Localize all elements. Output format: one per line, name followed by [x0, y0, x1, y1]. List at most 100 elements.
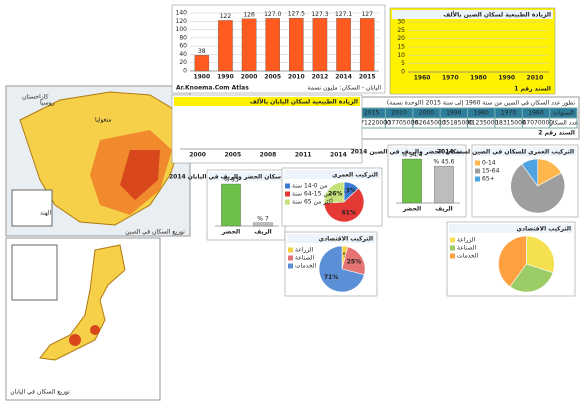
- y-tick-label: 20: [397, 35, 405, 42]
- legend-label: 65+: [482, 176, 495, 183]
- legend-swatch: [288, 247, 293, 253]
- table-cell-text: 1371220000: [353, 120, 391, 127]
- value-label: 127.5: [288, 11, 305, 18]
- bar: [241, 18, 257, 72]
- x-tick-label: الريف: [435, 206, 452, 213]
- chart-frame: [389, 7, 556, 95]
- map-legend: [11, 189, 53, 227]
- table-title: تطور عدد السكان في الصين من سنة 1960 إلى…: [387, 100, 576, 107]
- chart-frame: [206, 169, 286, 241]
- legend-swatch: [288, 263, 293, 269]
- bar: [221, 183, 241, 227]
- bar: [218, 20, 233, 72]
- value-label: 127.1: [335, 11, 352, 18]
- map-city: [90, 325, 100, 335]
- pie-slice: [498, 235, 527, 288]
- title-band: [390, 147, 464, 156]
- value-label: % 93: [223, 177, 238, 184]
- chart-title: الزيادة الطبيعية لسكان اليابان بالألف: [250, 98, 358, 106]
- table-cell-text: 1980: [474, 110, 489, 117]
- legend-swatch: [450, 253, 455, 259]
- legend-swatch: [475, 168, 480, 174]
- value-label: 25%: [347, 258, 361, 265]
- map-land: [39, 244, 126, 361]
- table-cell-text: 1262645000: [407, 120, 445, 127]
- table-cell-text: 1135185000: [435, 120, 473, 127]
- source: Ar.Knoema.Com Atlas: [176, 85, 249, 92]
- x-tick-label: 1990: [498, 75, 515, 82]
- value-label: 61%: [342, 210, 356, 217]
- table-caption: السند رقم 2: [538, 130, 575, 137]
- pie-slice: [323, 187, 365, 223]
- title-band: [284, 170, 380, 179]
- x-tick-label: 1970: [442, 75, 459, 82]
- bar: [434, 165, 454, 204]
- legend-label: الزراعة: [295, 247, 314, 254]
- y-tick-label: 25: [397, 27, 405, 34]
- japan-map: توزيع السكان في اليابان: [5, 237, 161, 401]
- bar: [253, 222, 273, 227]
- map-label: الهند: [40, 210, 52, 217]
- bar: [194, 55, 210, 72]
- y-tick-label: 15: [397, 44, 405, 51]
- title-band: [392, 10, 553, 19]
- legend-swatch: [285, 191, 290, 197]
- y-tick-label: 40: [179, 51, 187, 58]
- map-label: منغوليا: [95, 117, 112, 124]
- bar: [402, 158, 422, 204]
- bar: [336, 18, 351, 72]
- value-label: 127.0: [264, 11, 281, 18]
- bar: [359, 18, 375, 72]
- legend-swatch: [285, 183, 290, 189]
- legend-label: الزراعة: [457, 237, 476, 244]
- x-tick-label: 2010: [288, 74, 305, 81]
- table-cell-text: 667070000: [519, 120, 554, 127]
- title-band: [449, 224, 573, 233]
- pie-slice: [509, 263, 554, 293]
- y-tick-label: 20: [179, 59, 187, 66]
- pie-slice: [521, 158, 539, 187]
- map-legend: [11, 244, 58, 301]
- chart-title: سكان الحضر والريف في الصين 2014: [351, 149, 463, 156]
- map-city: [69, 334, 81, 346]
- x-tick-label: الحضر: [221, 229, 240, 236]
- chart-title: التركيب الاقتصادي: [516, 226, 571, 233]
- legend-swatch: [475, 176, 480, 182]
- y-tick-label: 0: [183, 68, 187, 75]
- chart-title: التركيب العمري للسكان في الصين لسنة 2014: [437, 149, 574, 156]
- pie-slice: [526, 235, 555, 274]
- x-tick-label: 2005: [264, 74, 281, 81]
- x-tick-label: 2015: [359, 74, 376, 81]
- legend-label: 15-64: [482, 168, 500, 175]
- value-label: % 45.6: [434, 159, 455, 166]
- map-label: روسيا: [40, 100, 55, 107]
- table-cell-text: 2000: [419, 110, 434, 117]
- y-tick-label: 80: [179, 34, 187, 41]
- china-map: روسيا منغوليا كازاخستان الهند توزيع السك…: [5, 85, 191, 237]
- table-cell-text: 2010: [391, 110, 406, 117]
- x-tick-label: 1900: [193, 74, 210, 81]
- map-caption: توزيع السكان في الصين: [125, 229, 185, 236]
- title-band: [209, 172, 283, 181]
- x-tick-label: 1980: [470, 75, 487, 82]
- value-label: 26%: [328, 190, 342, 197]
- pie-slice: [510, 163, 566, 214]
- pie-slice: [318, 245, 365, 293]
- value-label: 71%: [324, 274, 338, 281]
- legend-swatch: [450, 245, 455, 251]
- chart-caption: السند رقم 1: [514, 86, 551, 93]
- table-cell-text: 1990: [446, 110, 461, 117]
- x-tick-label: 1990: [217, 74, 234, 81]
- map-label: كازاخستان: [22, 94, 48, 101]
- chart-title: التركيب العمري: [332, 172, 378, 179]
- table-cell-text: 1337705000: [380, 120, 418, 127]
- value-label: 127: [361, 11, 373, 18]
- value-label: 126: [243, 11, 255, 18]
- x-tick-label: 2012: [312, 74, 329, 81]
- x-tick-label: 2014: [330, 152, 347, 159]
- legend-swatch: [288, 255, 293, 261]
- pie-slice: [323, 181, 345, 204]
- y-tick-label: 60: [179, 43, 187, 50]
- x-tick-label: الحضر: [402, 206, 421, 213]
